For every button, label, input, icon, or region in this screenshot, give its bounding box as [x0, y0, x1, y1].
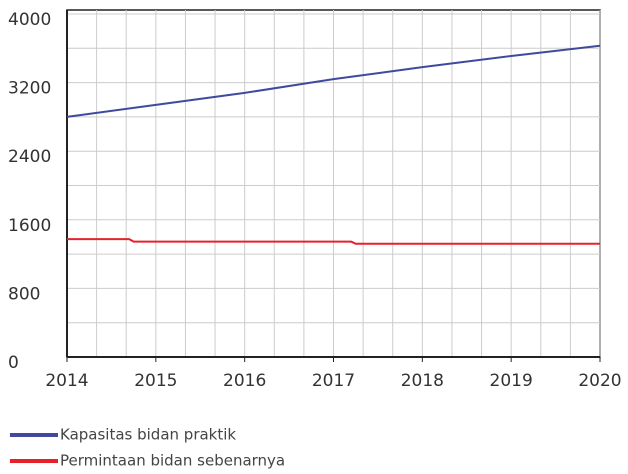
- x-tick-label: 2020: [578, 371, 621, 391]
- legend-swatch: [10, 459, 58, 463]
- series-line: [66, 44, 601, 118]
- x-tick-label: 2014: [45, 371, 88, 391]
- y-tick-label: 0: [8, 353, 19, 373]
- legend-label: Permintaan bidan sebenarnya: [60, 452, 285, 470]
- x-tick-label: 2016: [223, 371, 266, 391]
- x-tick-label: 2018: [401, 371, 444, 391]
- x-tick-label: 2017: [312, 371, 355, 391]
- legend-swatch: [10, 433, 58, 437]
- y-tick-label: 2400: [8, 147, 51, 167]
- y-tick-label: 4000: [8, 10, 51, 30]
- x-tick-label: 2019: [490, 371, 533, 391]
- legend-label: Kapasitas bidan praktik: [60, 426, 236, 444]
- series-line: [67, 238, 600, 245]
- y-tick-label: 3200: [8, 79, 51, 99]
- y-tick-label: 800: [8, 284, 40, 304]
- x-tick-label: 2015: [134, 371, 177, 391]
- y-tick-label: 1600: [8, 216, 51, 236]
